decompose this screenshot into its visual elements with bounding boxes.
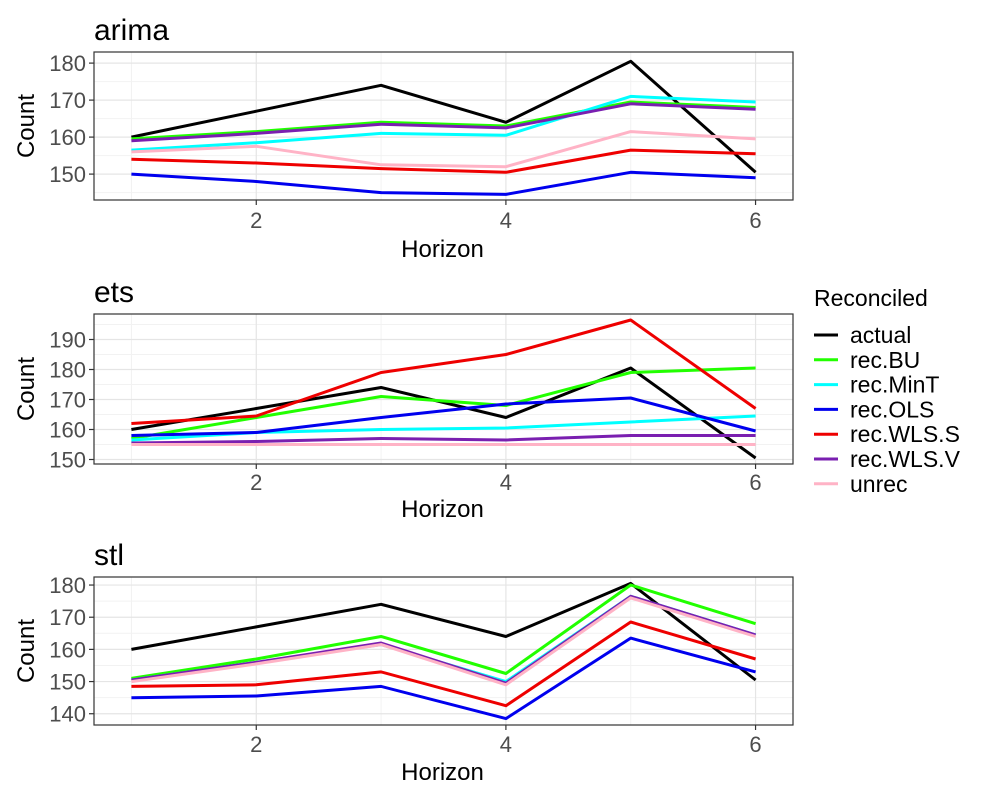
series-line-actual <box>131 581 757 682</box>
y-tick-label: 180 <box>49 51 86 76</box>
legend-item-rec.WLS.S: rec.WLS.S <box>814 421 960 447</box>
y-tick-label: 190 <box>49 328 86 353</box>
panel-stl: 2 4 6 140 150 160 170 180 stl Horizon Count <box>13 539 794 786</box>
legend-item-rec.BU: rec.BU <box>814 347 920 373</box>
series-line-rec.BU <box>131 100 756 141</box>
series-line-rec.WLS.V <box>131 594 757 685</box>
legend-title: Reconciled <box>814 285 928 311</box>
legend-item-rec.OLS: rec.OLS <box>814 396 934 422</box>
series-line-unrec <box>131 130 756 169</box>
y-tick-label: 170 <box>49 605 86 630</box>
x-tick-label: 2 <box>250 732 262 757</box>
x-axis-title: Horizon <box>401 236 484 263</box>
series-line-rec.BU <box>131 583 757 680</box>
x-tick-label: 6 <box>749 732 761 757</box>
legend-label: rec.WLS.S <box>850 421 960 447</box>
panel-arima: 2 4 6 150 160 170 180 arima Horizon Count <box>13 14 794 263</box>
y-tick-label: 150 <box>49 448 86 473</box>
legend-label: rec.BU <box>850 347 920 373</box>
series-line-actual <box>131 59 757 174</box>
series-line-rec.MinT <box>131 94 756 152</box>
y-tick-label: 160 <box>49 418 86 443</box>
y-tick-label: 140 <box>49 702 86 727</box>
series-line-rec.BU <box>131 366 756 440</box>
x-axis-title: Horizon <box>401 759 484 786</box>
x-tick-label: 2 <box>250 208 262 233</box>
y-tick-label: 180 <box>49 573 86 598</box>
series-line-unrec <box>131 596 757 687</box>
legend-label: rec.MinT <box>850 372 939 398</box>
y-axis-title: Count <box>13 357 40 421</box>
x-tick-label: 6 <box>749 470 761 495</box>
x-tick-label: 2 <box>250 470 262 495</box>
series-line-rec.WLS.S <box>131 148 756 174</box>
legend-item-actual: actual <box>814 322 911 348</box>
x-tick-label: 4 <box>500 208 512 233</box>
panel-title: ets <box>94 276 134 309</box>
x-tick-label: 4 <box>500 470 512 495</box>
x-tick-label: 4 <box>500 732 512 757</box>
series-line-rec.OLS <box>131 170 756 196</box>
series-line-rec.OLS <box>131 636 756 721</box>
y-tick-label: 170 <box>49 88 86 113</box>
legend-label: rec.WLS.V <box>850 446 961 472</box>
panel-border <box>93 51 794 201</box>
legend-item-unrec: unrec <box>814 471 908 497</box>
legend-label: rec.OLS <box>850 396 934 422</box>
series-line-rec.OLS <box>131 396 756 437</box>
legend-item-rec.MinT: rec.MinT <box>814 372 939 398</box>
series-line-rec.WLS.S <box>131 318 757 425</box>
panel-title: arima <box>94 14 169 47</box>
y-tick-label: 150 <box>49 162 86 187</box>
y-tick-label: 150 <box>49 670 86 695</box>
y-tick-label: 160 <box>49 637 86 662</box>
legend-label: unrec <box>850 471 908 497</box>
panel-title: stl <box>94 539 124 572</box>
series-line-rec.WLS.V <box>131 102 756 143</box>
legend-label: actual <box>850 322 911 348</box>
legend: Reconciledactualrec.BUrec.MinTrec.OLSrec… <box>814 285 961 497</box>
y-axis-title: Count <box>13 94 40 158</box>
panel-border <box>93 576 794 726</box>
y-tick-label: 180 <box>49 358 86 383</box>
x-tick-label: 6 <box>749 208 761 233</box>
panel-ets: 2 4 6 150 160 170 180 190 ets Horizon Count <box>13 276 794 523</box>
legend-item-rec.WLS.V: rec.WLS.V <box>814 446 961 472</box>
y-tick-label: 170 <box>49 388 86 413</box>
series-line-rec.WLS.V <box>131 434 756 445</box>
y-axis-title: Count <box>13 619 40 683</box>
y-tick-label: 160 <box>49 125 86 150</box>
series-line-rec.WLS.S <box>131 620 757 708</box>
x-axis-title: Horizon <box>401 496 484 523</box>
panel-border <box>93 313 794 465</box>
